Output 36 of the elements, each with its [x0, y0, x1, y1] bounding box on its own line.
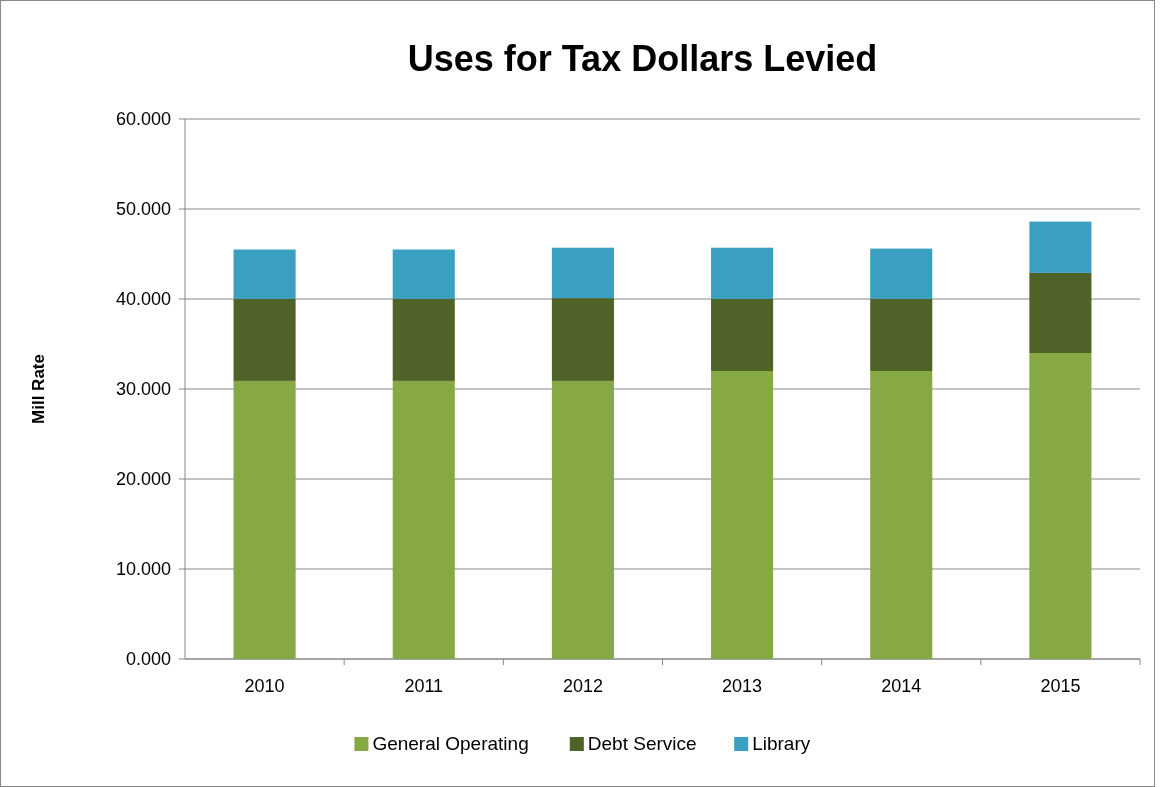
y-tick-label: 0.000 [125, 649, 171, 670]
x-tick-label: 2012 [562, 676, 603, 696]
bar [233, 380, 296, 659]
y-tick-label: 60.000 [115, 109, 171, 130]
bar [392, 249, 455, 299]
legend-label: Debt Service [587, 733, 697, 754]
x-tick-label: 2014 [881, 676, 922, 696]
legend-label: General Operating [372, 733, 529, 754]
bar [1029, 353, 1092, 659]
y-tick-label: 20.000 [115, 469, 171, 490]
y-tick-label: 40.000 [115, 289, 171, 310]
chart-title: Uses for Tax Dollars Levied [407, 38, 878, 79]
bar [711, 299, 774, 371]
bar [551, 247, 614, 299]
bar [392, 380, 455, 659]
bar [551, 380, 614, 659]
y-tick-label: 10.000 [115, 559, 171, 580]
x-tick-label: 2011 [404, 676, 444, 696]
bar [870, 299, 933, 371]
y-axis-title: Mill Rate [29, 354, 48, 424]
bar [711, 247, 774, 299]
y-tick-label: 50.000 [115, 199, 171, 220]
x-tick-label: 2015 [1040, 676, 1081, 696]
bar [711, 371, 774, 659]
bar [551, 298, 614, 381]
x-tick-label: 2010 [244, 676, 285, 696]
bar [1029, 221, 1092, 273]
bar [1029, 272, 1092, 353]
x-tick-label: 2013 [722, 676, 763, 696]
bar [392, 299, 455, 381]
y-tick-label: 30.000 [115, 379, 171, 400]
bar [233, 299, 296, 381]
bar [233, 249, 296, 299]
legend-label: Library [752, 733, 811, 754]
bar [870, 371, 933, 659]
bar [870, 248, 933, 299]
